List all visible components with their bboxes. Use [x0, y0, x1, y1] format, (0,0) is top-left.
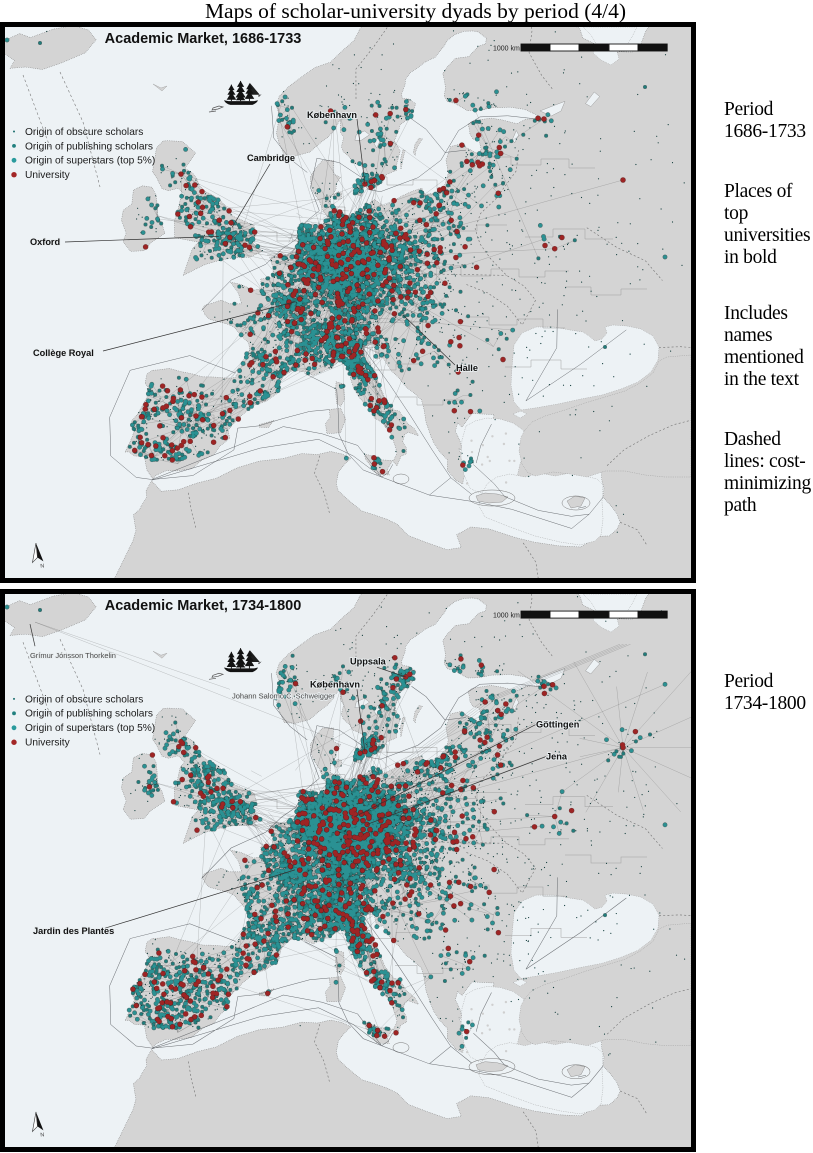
svg-text:N: N [40, 563, 45, 569]
svg-text:Jardin des Plantes: Jardin des Plantes [33, 926, 114, 936]
svg-text:Origin of obscure scholars: Origin of obscure scholars [25, 127, 143, 138]
svg-text:Grímur Jónsson Thorkelin: Grímur Jónsson Thorkelin [30, 651, 116, 660]
svg-text:Origin of publishing scholars: Origin of publishing scholars [25, 141, 153, 152]
svg-text:Academic Market, 1686-1733: Academic Market, 1686-1733 [105, 31, 302, 47]
svg-text:Göttingen: Göttingen [536, 719, 580, 729]
svg-text:Origin of publishing scholars: Origin of publishing scholars [25, 709, 153, 720]
svg-text:København: København [310, 679, 360, 689]
svg-text:Origin of superstars (top 5%): Origin of superstars (top 5%) [25, 156, 155, 167]
svg-text:København: København [307, 110, 357, 120]
svg-text:Origin of obscure scholars: Origin of obscure scholars [25, 694, 143, 705]
svg-text:Collège Royal: Collège Royal [33, 348, 94, 358]
svg-text:1000 km: 1000 km [493, 46, 520, 53]
svg-text:1000 km: 1000 km [493, 613, 520, 620]
svg-text:Johann Salomo C. Schweigger: Johann Salomo C. Schweigger [232, 691, 335, 700]
svg-text:University: University [25, 738, 71, 749]
svg-text:University: University [25, 170, 71, 181]
svg-text:Uppsala: Uppsala [350, 656, 387, 666]
svg-text:Halle: Halle [456, 363, 478, 373]
svg-text:Origin of superstars (top 5%): Origin of superstars (top 5%) [25, 723, 155, 734]
svg-text:Oxford: Oxford [30, 237, 60, 247]
svg-text:N: N [40, 1132, 45, 1138]
svg-text:Academic Market, 1734-1800: Academic Market, 1734-1800 [105, 598, 302, 614]
svg-text:Jena: Jena [546, 752, 568, 762]
svg-text:Cambridge: Cambridge [247, 153, 295, 163]
